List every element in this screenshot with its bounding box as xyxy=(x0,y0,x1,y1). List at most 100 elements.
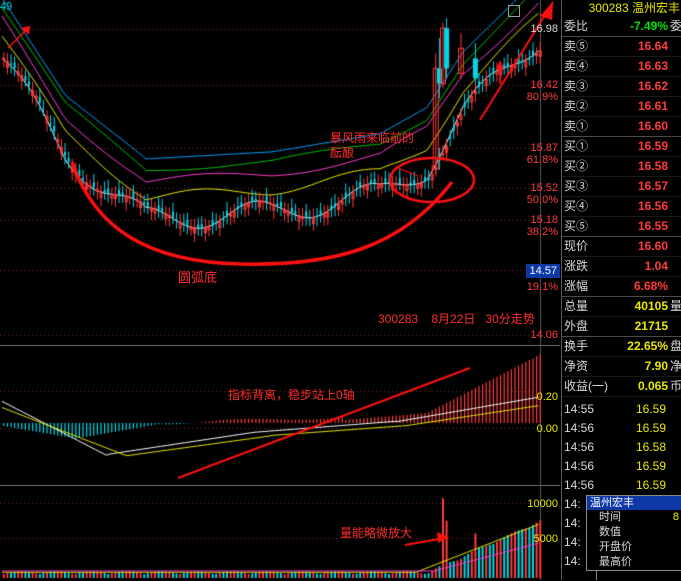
price-axis-pct-5: 19.1% xyxy=(526,281,558,293)
tick-time: 14: xyxy=(564,516,581,530)
quote-row-label: 涨跌 xyxy=(564,259,589,273)
tick-row: 14: xyxy=(562,495,681,514)
tooltip-row-value: 8 xyxy=(672,511,679,523)
price-axis-label-1: 16.42 xyxy=(530,79,558,91)
quote-row-label: 卖③ xyxy=(564,79,589,93)
tooltip-rows: 时间 8 数值开盘价最高价 xyxy=(587,510,681,570)
quote-row-value: -7.49% xyxy=(629,19,668,33)
price-axis-label-4: 15.18 xyxy=(530,214,558,226)
tooltip-header: 温州宏丰 xyxy=(587,496,681,510)
quote-row: 买② 16.58 xyxy=(562,157,681,177)
tick-row: 14:56 16.58 xyxy=(562,438,681,457)
macd-axis-label-1: 0.00 xyxy=(536,423,558,435)
quote-row-label: 委比 xyxy=(564,19,589,33)
quote-row-unit: 盘 xyxy=(669,339,681,353)
tooltip-row: 最高价 xyxy=(599,556,632,568)
chart-toggle-box[interactable] xyxy=(508,5,520,17)
tooltip-popup: 温州宏丰 时间 8 数值开盘价最高价 xyxy=(586,495,681,571)
tick-price: 16.59 xyxy=(635,478,666,492)
tick-row: 14:55 16.59 xyxy=(562,400,681,419)
quote-row: 净资 7.90 净 xyxy=(562,357,681,377)
quote-row: 卖② 16.61 xyxy=(562,97,681,117)
quote-row-label: 买① xyxy=(564,139,589,153)
annotation-code-date: 300283 8月22日 30分走势 xyxy=(378,312,535,326)
quote-row: 买① 16.59 xyxy=(562,137,681,157)
tick-time: 14:56 xyxy=(564,421,595,435)
quote-row: 外盘 21715 xyxy=(562,317,681,337)
quote-row-value: 40105 xyxy=(634,299,668,313)
quote-row-value: 16.64 xyxy=(637,39,668,53)
quote-row-unit: 量 xyxy=(669,299,681,313)
quote-row-value: 16.63 xyxy=(637,59,668,73)
quote-row: 卖⑤ 16.64 xyxy=(562,37,681,57)
quote-row: 现价 16.60 xyxy=(562,237,681,257)
quote-row: 涨幅 6.68% xyxy=(562,277,681,297)
tick-time: 14:56 xyxy=(564,440,595,454)
quote-row-value: 16.59 xyxy=(637,139,668,153)
tick-time: 14:56 xyxy=(564,459,595,473)
quote-row-label: 净资 xyxy=(564,359,589,373)
quote-row-unit: 币 xyxy=(669,379,681,393)
quote-row: 换手 22.65% 盘 xyxy=(562,337,681,357)
quote-row-unit: 净 xyxy=(669,359,681,373)
tick-row: 14: xyxy=(562,533,681,552)
tick-price: 16.59 xyxy=(635,421,666,435)
quote-rows: 委比 -7.49% 委卖⑤ 16.64 卖④ 16.63 卖③ 16.62 卖② 16.61 卖① 1… xyxy=(562,17,681,397)
tick-time: 14: xyxy=(564,535,581,549)
quote-row: 卖① 16.60 xyxy=(562,117,681,137)
quote-row: 买③ 16.57 xyxy=(562,177,681,197)
quote-row-value: 22.65% xyxy=(627,339,668,353)
quote-panel: 300283 温州宏丰 委比 -7.49% 委卖⑤ 16.64 卖④ 16.63 卖③ 16.… xyxy=(561,0,681,580)
vol-axis-label-0: 10000 xyxy=(527,498,558,510)
tooltip-row: 时间 8 xyxy=(599,511,679,523)
quote-row-label: 卖⑤ xyxy=(564,39,589,53)
volume-pane: 10000 5000 xyxy=(0,485,560,581)
tick-row: 14:56 16.59 xyxy=(562,457,681,476)
quote-row: 委比 -7.49% 委 xyxy=(562,17,681,37)
price-axis-pct-2: 61.8% xyxy=(526,154,558,166)
quote-row: 总量 40105 量 xyxy=(562,297,681,317)
quote-row-label: 卖① xyxy=(564,119,589,133)
price-axis-pct-1: 80.9% xyxy=(526,91,558,103)
annotation-storm-brewing: 暴风雨来临前的 酝酿 xyxy=(330,131,415,160)
current-price-tag: 14.57 xyxy=(526,264,560,278)
chart-canvas[interactable] xyxy=(0,0,560,580)
annotation-macd-divergence: 指标背离，稳步站上0轴 xyxy=(228,388,355,402)
price-axis-label-6: 14.06 xyxy=(530,329,558,341)
quote-row-value: 16.60 xyxy=(637,239,668,253)
tooltip-row: 数值 xyxy=(599,526,621,538)
macd-pane: 0.20 0.00 xyxy=(0,345,560,486)
quote-row-label: 买⑤ xyxy=(564,219,589,233)
quote-row-label: 总量 xyxy=(564,299,589,313)
quote-row: 买⑤ 16.55 xyxy=(562,217,681,237)
quote-row-value: 16.62 xyxy=(637,79,668,93)
annotation-volume-expand: 量能略微放大 xyxy=(340,526,413,540)
quote-row-value: 16.57 xyxy=(637,179,668,193)
tick-price: 16.59 xyxy=(635,459,666,473)
quote-row: 收益(一) 0.065 币 xyxy=(562,377,681,397)
tick-price: 16.59 xyxy=(635,402,666,416)
quote-row-label: 卖④ xyxy=(564,59,589,73)
chart-area[interactable]: 16.98 16.42 80.9% 15.87 61.8% 15.52 50.0… xyxy=(0,0,560,580)
tick-price: 16.58 xyxy=(635,440,666,454)
tick-list: 14:55 16.59 14:56 16.59 14:56 16.58 14:56 16.59… xyxy=(562,400,681,571)
price-axis-label-2: 15.87 xyxy=(530,142,558,154)
tick-time: 14: xyxy=(564,554,581,568)
quote-row-label: 收益(一) xyxy=(564,379,608,393)
tick-row: 14: xyxy=(562,514,681,533)
quote-row: 买④ 16.56 xyxy=(562,197,681,217)
quote-row-label: 换手 xyxy=(564,339,589,353)
quote-title: 300283 温州宏丰 xyxy=(588,1,680,15)
quote-row-value: 16.61 xyxy=(637,99,668,113)
quote-row-value: 6.68% xyxy=(633,279,668,293)
quote-row: 涨跌 1.04 xyxy=(562,257,681,277)
quote-row-value: 21715 xyxy=(634,319,668,333)
price-pane: 16.98 16.42 80.9% 15.87 61.8% 15.52 50.0… xyxy=(0,0,560,345)
tick-row: 14: xyxy=(562,552,681,571)
quote-row-label: 买③ xyxy=(564,179,589,193)
price-axis-label-0: 16.98 xyxy=(530,23,558,35)
annotation-rounded-bottom: 圆弧底 xyxy=(178,270,218,285)
price-axis-pct-4: 38.2% xyxy=(526,226,558,238)
tooltip-row: 开盘价 xyxy=(599,541,632,553)
